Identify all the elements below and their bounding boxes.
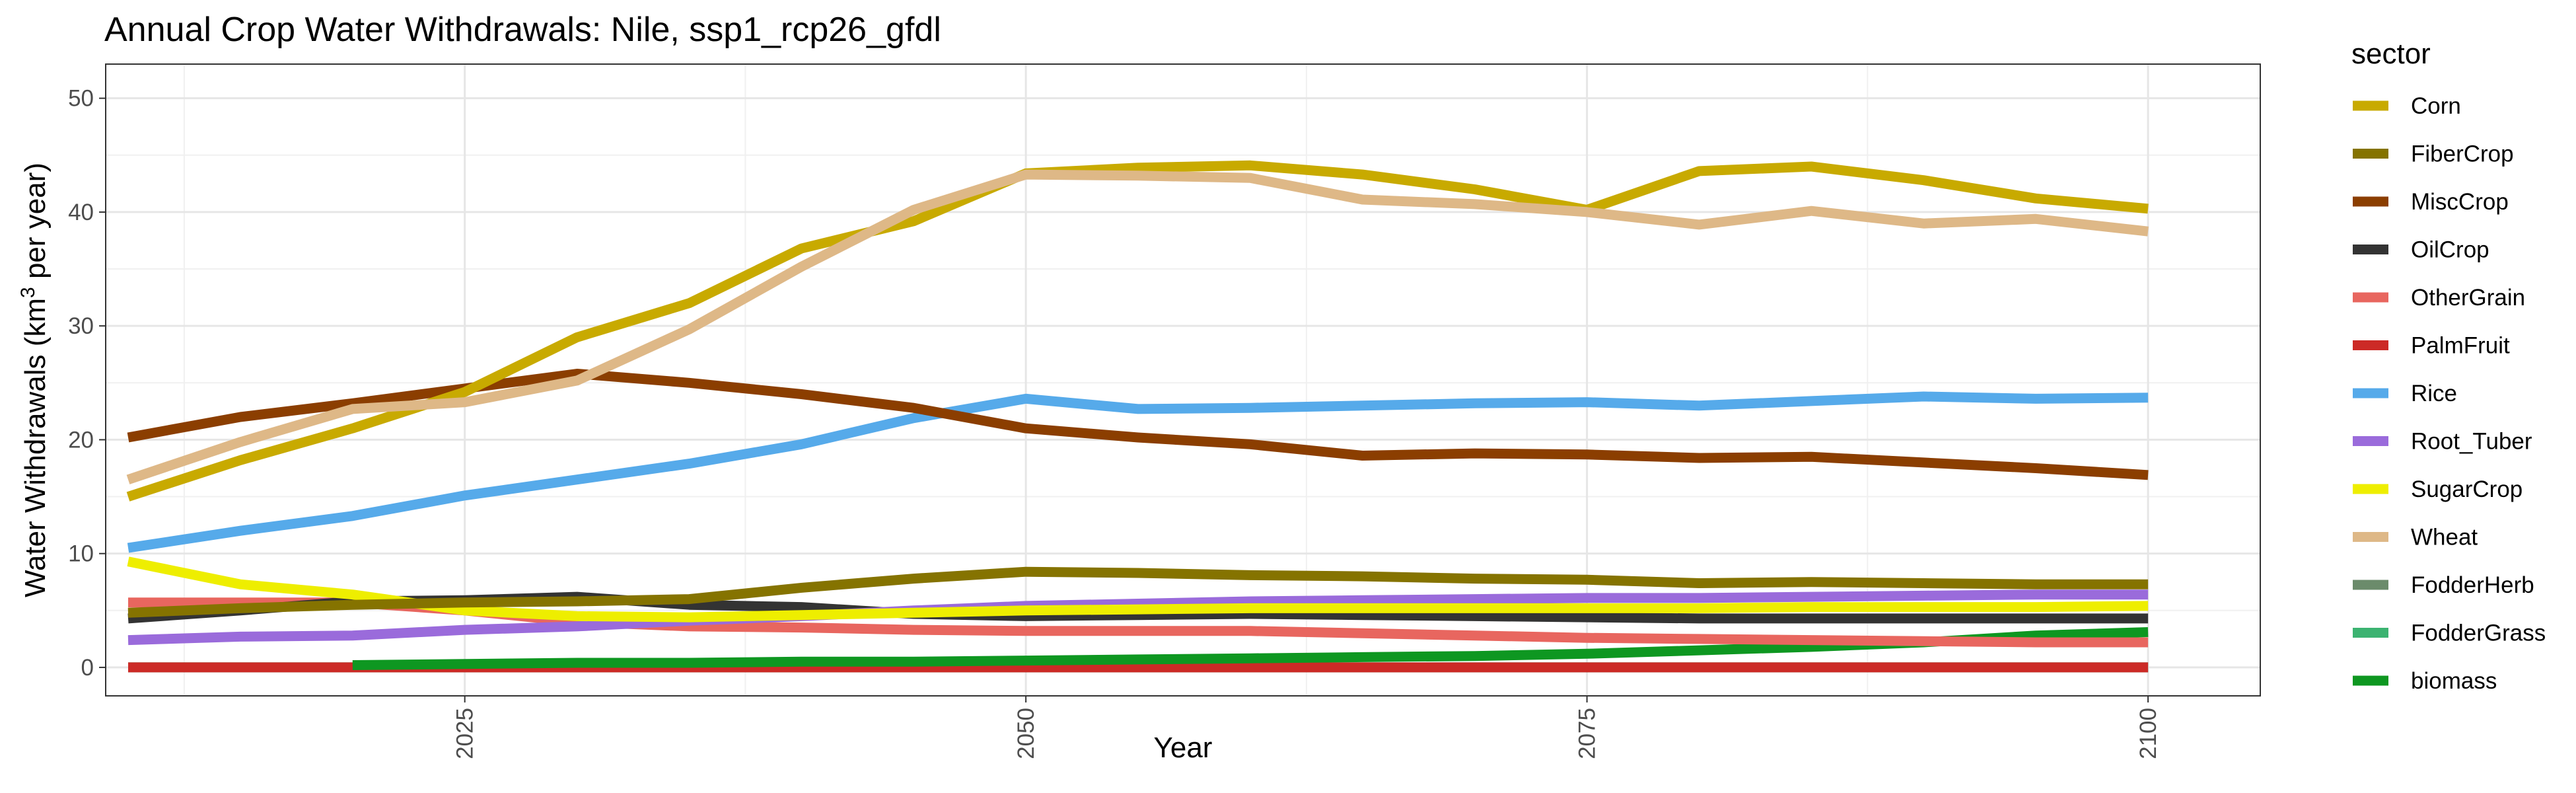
legend-label-palmfruit: PalmFruit bbox=[2411, 333, 2510, 359]
legend-item-othergrain: OtherGrain bbox=[2353, 285, 2525, 311]
legend-label-wheat: Wheat bbox=[2411, 525, 2478, 550]
legend-item-rice: Rice bbox=[2353, 381, 2457, 406]
series-layer bbox=[126, 160, 2149, 673]
x-tick-label: 2075 bbox=[1575, 708, 1600, 759]
legend-items: Corn FiberCrop MiscCrop OilCrop OtherGrain Pa… bbox=[2353, 93, 2546, 694]
y-tick-label: 0 bbox=[81, 655, 94, 681]
legend-item-biomass: biomass bbox=[2353, 668, 2497, 694]
y-tick-label: 20 bbox=[68, 427, 94, 453]
legend-item-root-tuber: Root_Tuber bbox=[2353, 429, 2532, 455]
series-line-corn bbox=[126, 160, 2149, 502]
series-line-sugarcrop bbox=[127, 556, 2149, 623]
x-tick-label: 2025 bbox=[452, 708, 478, 759]
plot-border bbox=[105, 63, 2261, 697]
series-line-fibercrop bbox=[127, 566, 2149, 618]
y-axis-title-tail: per year) bbox=[19, 163, 52, 287]
legend-label-foddergrass: FodderGrass bbox=[2411, 621, 2546, 646]
x-axis-title: Year bbox=[1154, 732, 1213, 764]
legend-label-oilcrop: OilCrop bbox=[2411, 237, 2489, 263]
y-tick-label: 50 bbox=[68, 86, 94, 112]
legend-item-foddergrass: FodderGrass bbox=[2353, 621, 2546, 646]
y-tick-label: 40 bbox=[68, 200, 94, 225]
legend-label-misccrop: MiscCrop bbox=[2411, 189, 2509, 215]
legend-label-corn: Corn bbox=[2411, 93, 2461, 119]
legend-title: sector bbox=[2351, 38, 2431, 70]
legend-item-misccrop: MiscCrop bbox=[2353, 189, 2509, 215]
legend-label-fodderherb: FodderHerb bbox=[2411, 572, 2534, 598]
legend-label-othergrain: OtherGrain bbox=[2411, 285, 2525, 311]
legend-label-biomass: biomass bbox=[2411, 668, 2497, 694]
legend-item-oilcrop: OilCrop bbox=[2353, 237, 2489, 263]
legend-item-fodderherb: FodderHerb bbox=[2353, 572, 2534, 598]
x-axis: 2025 2050 2075 2100 bbox=[452, 696, 2161, 759]
legend: sector Corn FiberCrop MiscCrop OilCrop Other… bbox=[2351, 38, 2546, 694]
legend-item-wheat: Wheat bbox=[2353, 525, 2478, 550]
legend-label-sugarcrop: SugarCrop bbox=[2411, 476, 2522, 502]
x-tick-label: 2050 bbox=[1013, 708, 1039, 759]
y-axis-title: Water Withdrawals (km3 per year) bbox=[17, 163, 52, 597]
legend-item-palmfruit: PalmFruit bbox=[2353, 333, 2510, 359]
legend-item-corn: Corn bbox=[2353, 93, 2461, 119]
y-axis: 0 10 20 30 40 50 bbox=[68, 86, 106, 681]
x-tick-label: 2100 bbox=[2135, 708, 2161, 759]
series-line-wheat bbox=[126, 169, 2149, 484]
y-tick-label: 30 bbox=[68, 313, 94, 339]
series-line-root-tuber bbox=[127, 589, 2149, 646]
legend-label-rice: Rice bbox=[2411, 381, 2457, 406]
chart-title: Annual Crop Water Withdrawals: Nile, ssp… bbox=[104, 11, 941, 49]
legend-item-sugarcrop: SugarCrop bbox=[2353, 476, 2522, 502]
y-axis-title-superscript: 3 bbox=[17, 287, 39, 298]
y-axis-title-main: Water Withdrawals (km bbox=[19, 298, 52, 597]
y-tick-label: 10 bbox=[68, 541, 94, 567]
legend-label-root-tuber: Root_Tuber bbox=[2411, 429, 2532, 455]
legend-item-fibercrop: FiberCrop bbox=[2353, 141, 2514, 167]
legend-label-fibercrop: FiberCrop bbox=[2411, 141, 2514, 167]
series-line-rice bbox=[127, 391, 2149, 553]
plot-area bbox=[105, 63, 2261, 697]
